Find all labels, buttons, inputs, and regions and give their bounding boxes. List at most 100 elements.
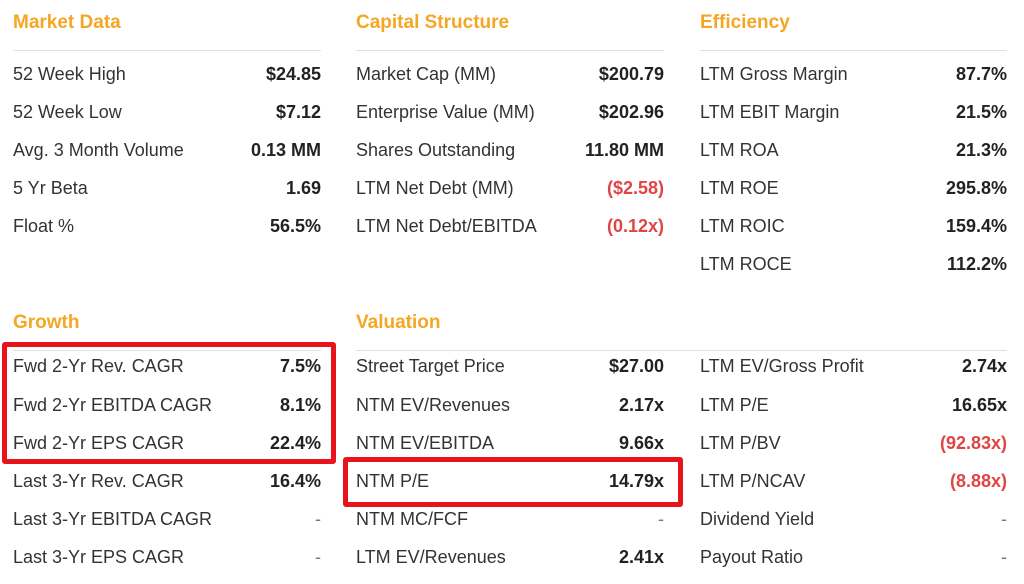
table-row: 5 Yr Beta 1.69: [13, 170, 321, 208]
row-value: 2.74x: [961, 356, 1007, 376]
table-row: Shares Outstanding 11.80 MM: [356, 132, 664, 170]
row-value: 159.4%: [945, 216, 1007, 236]
row-value: 8.1%: [279, 395, 321, 415]
row-label: Avg. 3 Month Volume: [13, 140, 184, 160]
row-label: Market Cap (MM): [356, 64, 497, 84]
table-row: LTM Net Debt/EBITDA (0.12x): [356, 208, 664, 246]
table-row: LTM EV/Revenues 2.41x: [356, 539, 664, 577]
capital-structure-title: Capital Structure: [356, 12, 510, 33]
row-label: Payout Ratio: [700, 547, 804, 567]
row-label: LTM EV/Gross Profit: [700, 356, 864, 376]
table-row: LTM P/E 16.65x: [700, 387, 1007, 425]
valuation-divider: [356, 350, 1007, 351]
efficiency-title: Efficiency: [700, 12, 790, 33]
table-row: LTM Net Debt (MM) ($2.58): [356, 170, 664, 208]
growth-title: Growth: [13, 312, 80, 333]
row-label: NTM EV/Revenues: [356, 395, 511, 415]
row-label: Last 3-Yr EPS CAGR: [13, 547, 185, 567]
row-label: Shares Outstanding: [356, 140, 516, 160]
row-label: Street Target Price: [356, 356, 505, 376]
row-label: LTM Net Debt (MM): [356, 178, 514, 198]
table-row: LTM P/BV (92.83x): [700, 425, 1007, 463]
row-value: 87.7%: [955, 64, 1007, 84]
growth-section: Growth Fwd 2-Yr Rev. CAGR 7.5% Fwd 2-Yr …: [13, 312, 321, 584]
row-label: Enterprise Value (MM): [356, 102, 535, 122]
capital-structure-section: Capital Structure Market Cap (MM) $200.7…: [356, 12, 664, 242]
row-value: 0.13 MM: [250, 140, 321, 160]
row-label: Last 3-Yr Rev. CAGR: [13, 471, 184, 491]
valuation-title: Valuation: [356, 312, 441, 333]
row-value: 295.8%: [945, 178, 1007, 198]
row-label: Dividend Yield: [700, 509, 815, 529]
row-value: -: [1001, 547, 1007, 567]
market-data-divider: [13, 50, 321, 51]
row-value: 22.4%: [269, 433, 321, 453]
row-value: 16.4%: [269, 471, 321, 491]
row-label: LTM Gross Margin: [700, 64, 848, 84]
row-label: NTM EV/EBITDA: [356, 433, 495, 453]
efficiency-divider: [700, 50, 1007, 51]
row-label: 52 Week Low: [13, 102, 122, 122]
table-row: LTM ROA 21.3%: [700, 132, 1007, 170]
table-row: Dividend Yield -: [700, 501, 1007, 539]
row-label: NTM MC/FCF: [356, 509, 468, 529]
row-value: 1.69: [285, 178, 321, 198]
capital-structure-divider: [356, 50, 664, 51]
growth-divider: [13, 350, 321, 351]
row-value: 21.5%: [955, 102, 1007, 122]
valuation-section: Valuation Street Target Price $27.00 NTM…: [356, 312, 1007, 584]
row-value: 56.5%: [269, 216, 321, 236]
row-value: 11.80 MM: [584, 140, 664, 160]
row-value-negative: (92.83x): [939, 433, 1007, 453]
row-value: -: [658, 509, 664, 529]
table-row: LTM EV/Gross Profit 2.74x: [700, 348, 1007, 386]
table-row: NTM EV/Revenues 2.17x: [356, 387, 664, 425]
row-value: 7.5%: [279, 356, 321, 376]
row-label: LTM ROE: [700, 178, 779, 198]
row-label: Last 3-Yr EBITDA CAGR: [13, 509, 213, 529]
table-row: 52 Week High $24.85: [13, 56, 321, 94]
row-label: LTM ROA: [700, 140, 779, 160]
row-value: $27.00: [608, 356, 664, 376]
table-row: LTM ROCE 112.2%: [700, 246, 1007, 284]
table-row: Last 3-Yr EBITDA CAGR -: [13, 501, 321, 539]
row-value: -: [1001, 509, 1007, 529]
table-row: LTM Gross Margin 87.7%: [700, 56, 1007, 94]
table-row: NTM MC/FCF -: [356, 501, 664, 539]
row-label: Fwd 2-Yr EBITDA CAGR: [13, 395, 213, 415]
row-value: $200.79: [598, 64, 664, 84]
market-data-section: Market Data 52 Week High $24.85 52 Week …: [13, 12, 321, 242]
row-label: NTM P/E: [356, 471, 430, 491]
row-label: Fwd 2-Yr Rev. CAGR: [13, 356, 184, 376]
row-label: Fwd 2-Yr EPS CAGR: [13, 433, 185, 453]
row-label: Float %: [13, 216, 75, 236]
table-row: LTM ROIC 159.4%: [700, 208, 1007, 246]
row-value-negative: (8.88x): [949, 471, 1007, 491]
row-label: LTM EV/Revenues: [356, 547, 506, 567]
row-value: -: [315, 509, 321, 529]
table-row: NTM P/E 14.79x: [356, 463, 664, 501]
row-value-negative: ($2.58): [606, 178, 664, 198]
row-value: -: [315, 547, 321, 567]
row-value: 14.79x: [608, 471, 664, 491]
row-label: LTM ROIC: [700, 216, 785, 236]
efficiency-section: Efficiency LTM Gross Margin 87.7% LTM EB…: [700, 12, 1007, 282]
table-row: Last 3-Yr EPS CAGR -: [13, 539, 321, 577]
row-value: 112.2%: [946, 254, 1007, 274]
table-row: Last 3-Yr Rev. CAGR 16.4%: [13, 463, 321, 501]
row-value: 9.66x: [618, 433, 664, 453]
row-label: LTM EBIT Margin: [700, 102, 840, 122]
table-row: LTM EBIT Margin 21.5%: [700, 94, 1007, 132]
table-row: Fwd 2-Yr EPS CAGR 22.4%: [13, 425, 321, 463]
table-row: LTM ROE 295.8%: [700, 170, 1007, 208]
row-label: 5 Yr Beta: [13, 178, 88, 198]
row-label: LTM P/E: [700, 395, 769, 415]
table-row: Enterprise Value (MM) $202.96: [356, 94, 664, 132]
row-value: $202.96: [598, 102, 664, 122]
row-value: 21.3%: [955, 140, 1007, 160]
table-row: Payout Ratio -: [700, 539, 1007, 577]
table-row: Market Cap (MM) $200.79: [356, 56, 664, 94]
table-row: LTM P/NCAV (8.88x): [700, 463, 1007, 501]
row-label: LTM P/NCAV: [700, 471, 806, 491]
row-label: LTM P/BV: [700, 433, 781, 453]
